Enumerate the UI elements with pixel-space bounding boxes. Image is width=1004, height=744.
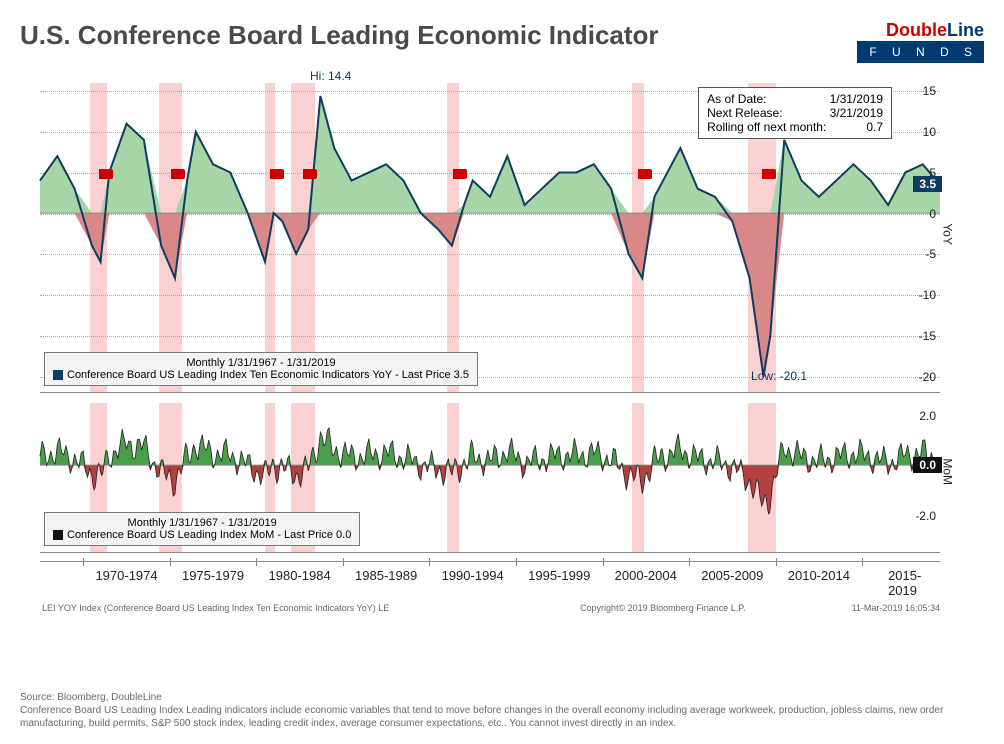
info-box: As of Date:1/31/2019 Next Release:3/21/2… [698,87,892,139]
header: U.S. Conference Board Leading Economic I… [20,20,984,63]
logo: DoubleLine F U N D S [857,20,984,63]
chart-area: 151050-5-10-15-20 YoY As of Date:1/31/20… [20,83,980,643]
xlabel: 1975-1979 [182,568,244,583]
top-legend: Monthly 1/31/1967 - 1/31/2019 Conference… [44,352,478,386]
x-axis: 1970-1974 1975-1979 1980-1984 1985-1989 1990… [40,561,940,601]
xlabel: 2010-2014 [788,568,850,583]
top-plot: 151050-5-10-15-20 YoY As of Date:1/31/20… [40,83,940,393]
logo-double: Double [886,20,947,40]
xlabel: 2015-2019 [888,568,923,598]
xlabel: 1995-1999 [528,568,590,583]
xlabel: 2000-2004 [615,568,677,583]
xlabel: 1990-1994 [442,568,504,583]
logo-line: Line [947,20,984,40]
sources: Source: Bloomberg, DoubleLine Conference… [20,691,984,730]
source-line: Source: Bloomberg, DoubleLine [20,691,984,704]
page-title: U.S. Conference Board Leading Economic I… [20,20,659,51]
xlabel: 1985-1989 [355,568,417,583]
yaxis-top: 151050-5-10-15-20 [900,83,940,392]
current-value-top: 3.5 [913,176,942,192]
copyright-text: Copyright© 2019 Bloomberg Finance L.P. [580,603,746,613]
timestamp: 11-Mar-2019 16:05:34 [852,603,940,613]
bottom-legend: Monthly 1/31/1967 - 1/31/2019 Conference… [44,512,360,546]
low-annotation: Low: -20.1 [751,369,807,383]
xlabel: 1970-1974 [95,568,157,583]
legend-square-icon [53,530,63,540]
hi-annotation: Hi: 14.4 [310,69,351,83]
legend-square-icon [53,370,63,380]
current-value-bot: 0.0 [913,457,942,473]
bloomberg-idx: LEI YOY Index (Conference Board US Leadi… [42,603,389,613]
page: U.S. Conference Board Leading Economic I… [0,0,1004,744]
ylabel-top: YoY [941,223,955,245]
disclaimer: Conference Board US Leading Index Leadin… [20,704,984,730]
xlabel: 2005-2009 [701,568,763,583]
ylabel-bot: MoM [941,458,955,485]
logo-funds: F U N D S [857,41,984,63]
bottom-plot: 2.00.0-2.0 MoM Monthly 1/31/1967 - 1/31/… [40,403,940,553]
xlabel: 1980-1984 [269,568,331,583]
yaxis-bot: 2.00.0-2.0 [900,403,940,552]
